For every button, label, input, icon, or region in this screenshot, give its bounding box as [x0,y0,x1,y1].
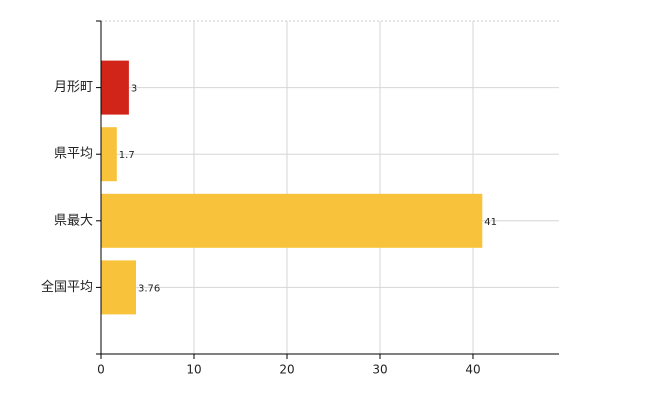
value-label: 1.7 [119,150,135,161]
x-tick-label: 20 [279,363,294,377]
value-label: 3.76 [138,283,160,294]
bar [101,260,136,315]
bar [101,193,483,248]
value-label: 3 [131,84,137,95]
y-tick-label: 月形町 [54,80,93,95]
bar [101,127,117,182]
x-tick-label: 0 [97,363,105,377]
y-tick-label: 県最大 [54,213,93,228]
y-tick-label: 全国平均 [41,279,93,295]
x-tick-label: 40 [465,363,480,377]
x-tick-label: 30 [372,363,387,377]
x-tick-label: 10 [186,363,201,377]
value-label: 41 [484,217,497,228]
y-tick-label: 県平均 [54,147,93,162]
bar [101,60,129,115]
